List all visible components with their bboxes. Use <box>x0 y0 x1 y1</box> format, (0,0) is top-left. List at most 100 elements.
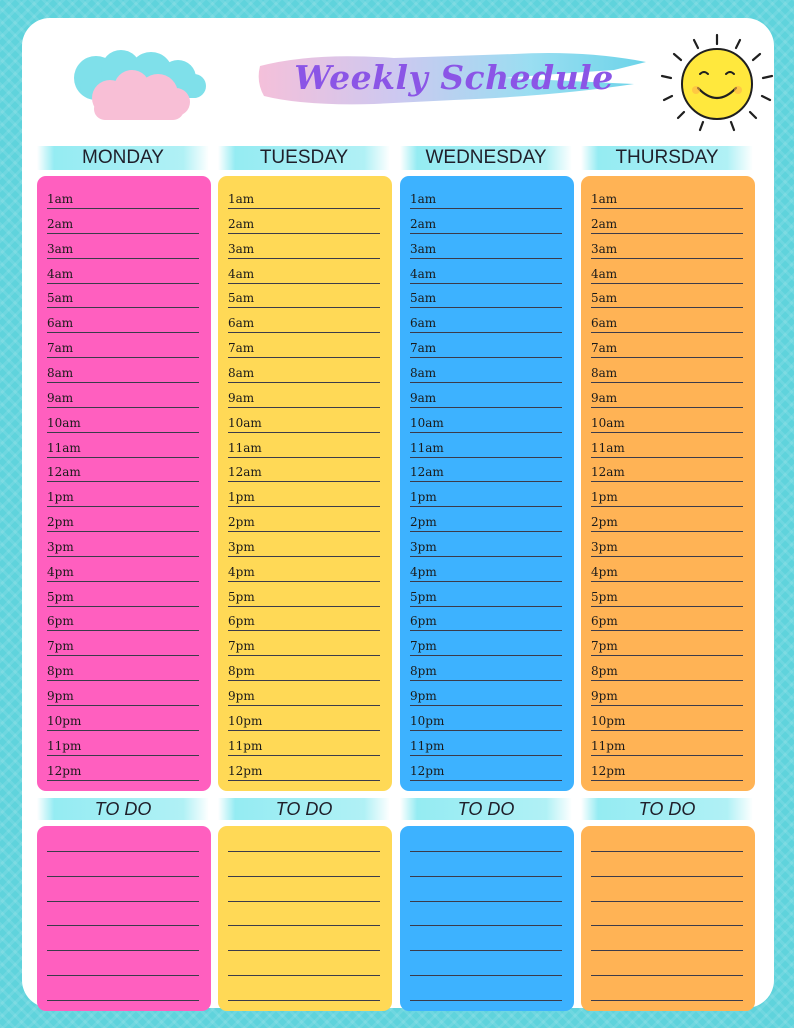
todo-line[interactable] <box>47 851 199 852</box>
time-slot[interactable]: 10pm <box>410 712 562 731</box>
time-slot[interactable]: 3pm <box>228 538 380 557</box>
todo-line[interactable] <box>228 925 380 927</box>
time-slot[interactable]: 9pm <box>47 687 199 706</box>
todo-line[interactable] <box>591 900 743 902</box>
time-slot[interactable]: 3am <box>410 240 562 259</box>
time-slot[interactable]: 7am <box>591 339 743 359</box>
time-slot[interactable]: 9am <box>410 389 562 408</box>
time-slot[interactable]: 2am <box>591 215 743 234</box>
time-slot[interactable]: 10pm <box>47 712 199 731</box>
time-slot[interactable]: 10am <box>228 414 380 433</box>
time-slot[interactable]: 5pm <box>410 588 562 607</box>
time-slot[interactable]: 4pm <box>47 563 199 582</box>
time-slot[interactable]: 10am <box>47 414 199 433</box>
todo-line[interactable] <box>228 999 380 1001</box>
time-slot[interactable]: 4am <box>47 265 199 284</box>
time-slot[interactable]: 3pm <box>591 538 743 557</box>
time-slot[interactable]: 3am <box>591 240 743 259</box>
time-slot[interactable]: 1am <box>591 190 743 209</box>
time-slot[interactable]: 4pm <box>591 563 743 582</box>
time-slot[interactable]: 6pm <box>410 612 562 632</box>
time-slot[interactable]: 11pm <box>410 737 562 756</box>
time-slot[interactable]: 6am <box>410 314 562 334</box>
time-slot[interactable]: 9pm <box>410 687 562 706</box>
time-slot[interactable]: 12am <box>410 463 562 483</box>
time-slot[interactable]: 10pm <box>228 712 380 731</box>
todo-line[interactable] <box>591 875 743 877</box>
time-slot[interactable]: 1pm <box>228 488 380 508</box>
time-slot[interactable]: 11am <box>228 439 380 458</box>
time-slot[interactable]: 1pm <box>591 488 743 508</box>
time-slot[interactable]: 4am <box>410 265 562 284</box>
todo-line[interactable] <box>591 950 743 952</box>
todo-line[interactable] <box>47 925 199 927</box>
time-slot[interactable]: 12pm <box>228 762 380 781</box>
time-slot[interactable]: 4am <box>591 265 743 284</box>
time-slot[interactable]: 11pm <box>591 737 743 756</box>
time-slot[interactable]: 12am <box>47 463 199 483</box>
todo-line[interactable] <box>47 999 199 1001</box>
time-slot[interactable]: 5pm <box>47 588 199 607</box>
time-slot[interactable]: 8pm <box>47 662 199 682</box>
todo-line[interactable] <box>591 975 743 976</box>
time-slot[interactable]: 8am <box>591 364 743 383</box>
time-slot[interactable]: 5pm <box>591 588 743 607</box>
time-slot[interactable]: 11am <box>410 439 562 458</box>
time-slot[interactable]: 5am <box>410 289 562 309</box>
time-slot[interactable]: 12pm <box>410 762 562 781</box>
time-slot[interactable]: 2am <box>410 215 562 234</box>
todo-line[interactable] <box>410 851 562 852</box>
todo-line[interactable] <box>410 900 562 902</box>
time-slot[interactable]: 2pm <box>228 513 380 533</box>
todo-line[interactable] <box>410 999 562 1001</box>
todo-line[interactable] <box>228 875 380 877</box>
time-slot[interactable]: 4am <box>228 265 380 284</box>
time-slot[interactable]: 5am <box>591 289 743 309</box>
todo-line[interactable] <box>410 875 562 877</box>
time-slot[interactable]: 1am <box>228 190 380 209</box>
time-slot[interactable]: 8pm <box>591 662 743 682</box>
time-slot[interactable]: 7pm <box>228 637 380 657</box>
todo-line[interactable] <box>228 975 380 976</box>
time-slot[interactable]: 12pm <box>47 762 199 781</box>
time-slot[interactable]: 6am <box>591 314 743 334</box>
time-slot[interactable]: 11pm <box>47 737 199 756</box>
time-slot[interactable]: 7pm <box>591 637 743 657</box>
time-slot[interactable]: 6am <box>228 314 380 334</box>
time-slot[interactable]: 10am <box>410 414 562 433</box>
time-slot[interactable]: 4pm <box>410 563 562 582</box>
todo-line[interactable] <box>591 851 743 852</box>
time-slot[interactable]: 5pm <box>228 588 380 607</box>
time-slot[interactable]: 11am <box>47 439 199 458</box>
time-slot[interactable]: 2pm <box>410 513 562 533</box>
todo-line[interactable] <box>228 900 380 902</box>
time-slot[interactable]: 8am <box>228 364 380 383</box>
todo-line[interactable] <box>591 925 743 927</box>
todo-line[interactable] <box>410 950 562 952</box>
time-slot[interactable]: 3pm <box>47 538 199 557</box>
time-slot[interactable]: 10pm <box>591 712 743 731</box>
time-slot[interactable]: 10am <box>591 414 743 433</box>
time-slot[interactable]: 6pm <box>228 612 380 632</box>
time-slot[interactable]: 5am <box>228 289 380 309</box>
time-slot[interactable]: 8am <box>410 364 562 383</box>
time-slot[interactable]: 7am <box>410 339 562 359</box>
time-slot[interactable]: 3pm <box>410 538 562 557</box>
todo-line[interactable] <box>47 975 199 976</box>
todo-line[interactable] <box>47 875 199 877</box>
time-slot[interactable]: 11pm <box>228 737 380 756</box>
time-slot[interactable]: 9am <box>47 389 199 408</box>
time-slot[interactable]: 2pm <box>47 513 199 533</box>
time-slot[interactable]: 12pm <box>591 762 743 781</box>
todo-line[interactable] <box>228 851 380 852</box>
time-slot[interactable]: 1pm <box>47 488 199 508</box>
time-slot[interactable]: 7am <box>228 339 380 359</box>
time-slot[interactable]: 3am <box>228 240 380 259</box>
time-slot[interactable]: 4pm <box>228 563 380 582</box>
time-slot[interactable]: 12am <box>591 463 743 483</box>
time-slot[interactable]: 6pm <box>47 612 199 632</box>
todo-line[interactable] <box>410 925 562 927</box>
time-slot[interactable]: 5am <box>47 289 199 309</box>
time-slot[interactable]: 8pm <box>410 662 562 682</box>
todo-line[interactable] <box>228 950 380 952</box>
